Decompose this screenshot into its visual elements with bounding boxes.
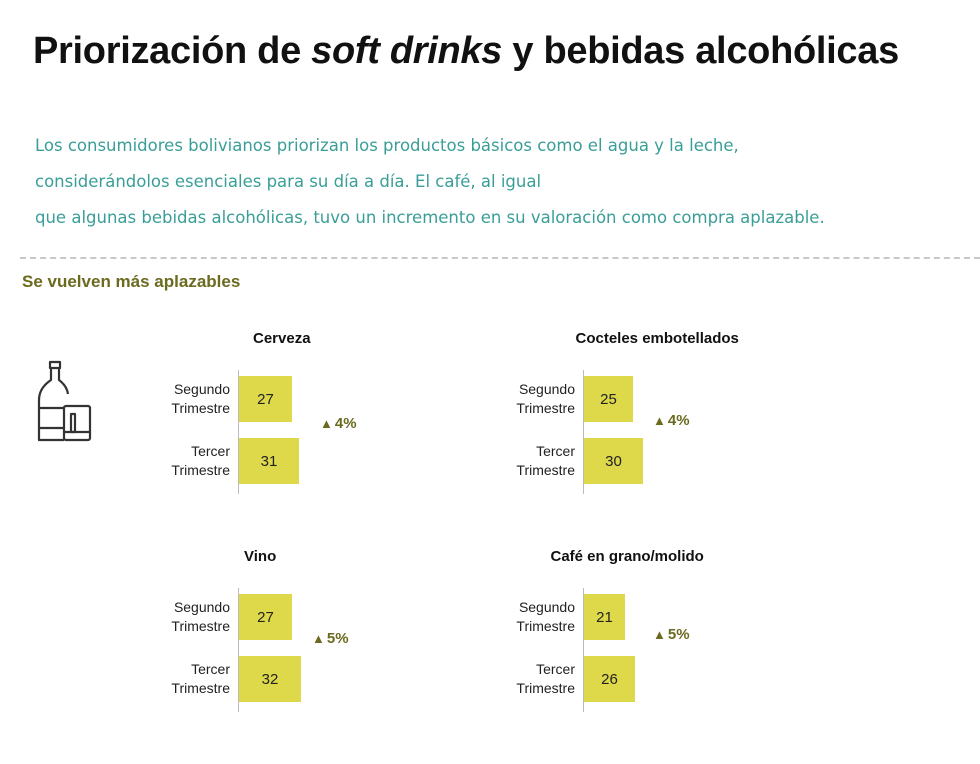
data-label: 31 <box>260 452 278 470</box>
bar: 30 <box>584 438 643 484</box>
data-label: 25 <box>600 390 617 408</box>
bottle-and-glass-icon <box>37 360 92 442</box>
chart-axis-line <box>238 588 239 712</box>
change-value: 5% <box>667 626 690 643</box>
change-indicator: ▲ 5% <box>312 630 349 647</box>
bar: 27 <box>239 594 292 640</box>
chart-axis-line <box>583 370 584 494</box>
category-label: Segundo Trimestre <box>120 598 230 636</box>
category-label-line: Segundo <box>518 599 575 615</box>
section-title: Se vuelven más aplazables <box>22 272 241 291</box>
title-part-1: Priorización de <box>33 30 312 72</box>
category-label-line: Tercer <box>191 443 230 459</box>
change-indicator: ▲ 4% <box>653 412 690 429</box>
chart-title: Cocteles embotellados <box>575 330 739 347</box>
category-label-line: Segundo <box>518 381 575 397</box>
bar: 25 <box>584 376 633 422</box>
category-label-line: Tercer <box>536 443 575 459</box>
chart-axis-line <box>238 370 239 494</box>
category-label: Segundo Trimestre <box>465 598 575 636</box>
category-label-line: Tercer <box>536 661 575 677</box>
dashed-divider <box>20 257 980 259</box>
chart-panel: Cerveza Segundo Trimestre 27 Tercer Trimestre… <box>120 330 500 500</box>
category-label-line: Trimestre <box>171 618 230 634</box>
bar: 27 <box>239 376 292 422</box>
category-label-line: Trimestre <box>171 680 230 696</box>
title-emphasis: soft drinks <box>311 30 503 72</box>
title-part-2: y bebidas alcohólicas <box>502 30 899 72</box>
category-label-line: Trimestre <box>516 462 575 478</box>
category-label-line: Trimestre <box>171 462 230 478</box>
category-label-line: Tercer <box>191 661 230 677</box>
category-label: Tercer Trimestre <box>120 660 230 698</box>
change-value: 4% <box>667 412 690 429</box>
page-title: Priorización de soft drinks y bebidas al… <box>33 30 899 73</box>
triangle-up-icon: ▲ <box>320 416 333 431</box>
category-label-line: Trimestre <box>171 400 230 416</box>
data-label: 27 <box>257 390 274 408</box>
category-label: Tercer Trimestre <box>120 442 230 480</box>
triangle-up-icon: ▲ <box>312 631 325 646</box>
chart-panel: Cocteles embotellados Segundo Trimestre 25 T… <box>465 330 845 500</box>
chart-title: Cerveza <box>253 330 311 347</box>
bar: 31 <box>239 438 299 484</box>
data-label: 21 <box>596 608 613 626</box>
category-label-line: Segundo <box>173 599 230 615</box>
category-label-line: Trimestre <box>516 680 575 696</box>
triangle-up-icon: ▲ <box>653 413 666 428</box>
bar: 32 <box>239 656 301 702</box>
data-label: 32 <box>261 670 279 688</box>
chart-axis-line <box>583 588 584 712</box>
category-label-line: Segundo <box>173 381 230 397</box>
chart-title: Café en grano/molido <box>550 548 704 565</box>
change-value: 4% <box>334 415 357 432</box>
category-label: Tercer Trimestre <box>465 660 575 698</box>
bar: 21 <box>584 594 625 640</box>
data-label: 27 <box>257 608 274 626</box>
intro-line-1: Los consumidores bolivianos priorizan lo… <box>35 136 739 155</box>
category-label: Tercer Trimestre <box>465 442 575 480</box>
category-label-line: Trimestre <box>516 618 575 634</box>
bar: 26 <box>584 656 635 702</box>
data-label: 26 <box>601 670 618 688</box>
change-indicator: ▲ 4% <box>320 415 357 432</box>
intro-line-2: considerándolos esenciales para su día a… <box>35 172 542 191</box>
category-label: Segundo Trimestre <box>120 380 230 418</box>
chart-title: Vino <box>244 548 277 565</box>
chart-panel: Café en grano/molido Segundo Trimestre 21 Te… <box>465 548 845 718</box>
triangle-up-icon: ▲ <box>653 627 666 642</box>
change-value: 5% <box>326 630 349 647</box>
intro-paragraph: Los consumidores bolivianos priorizan lo… <box>35 128 935 236</box>
category-label: Segundo Trimestre <box>465 380 575 418</box>
chart-panel: Vino Segundo Trimestre 27 Tercer Trimestre 32 ▲… <box>120 548 500 718</box>
change-indicator: ▲ 5% <box>653 626 690 643</box>
data-label: 30 <box>605 452 622 470</box>
category-label-line: Trimestre <box>516 400 575 416</box>
intro-line-3: que algunas bebidas alcohólicas, tuvo un… <box>35 208 825 227</box>
